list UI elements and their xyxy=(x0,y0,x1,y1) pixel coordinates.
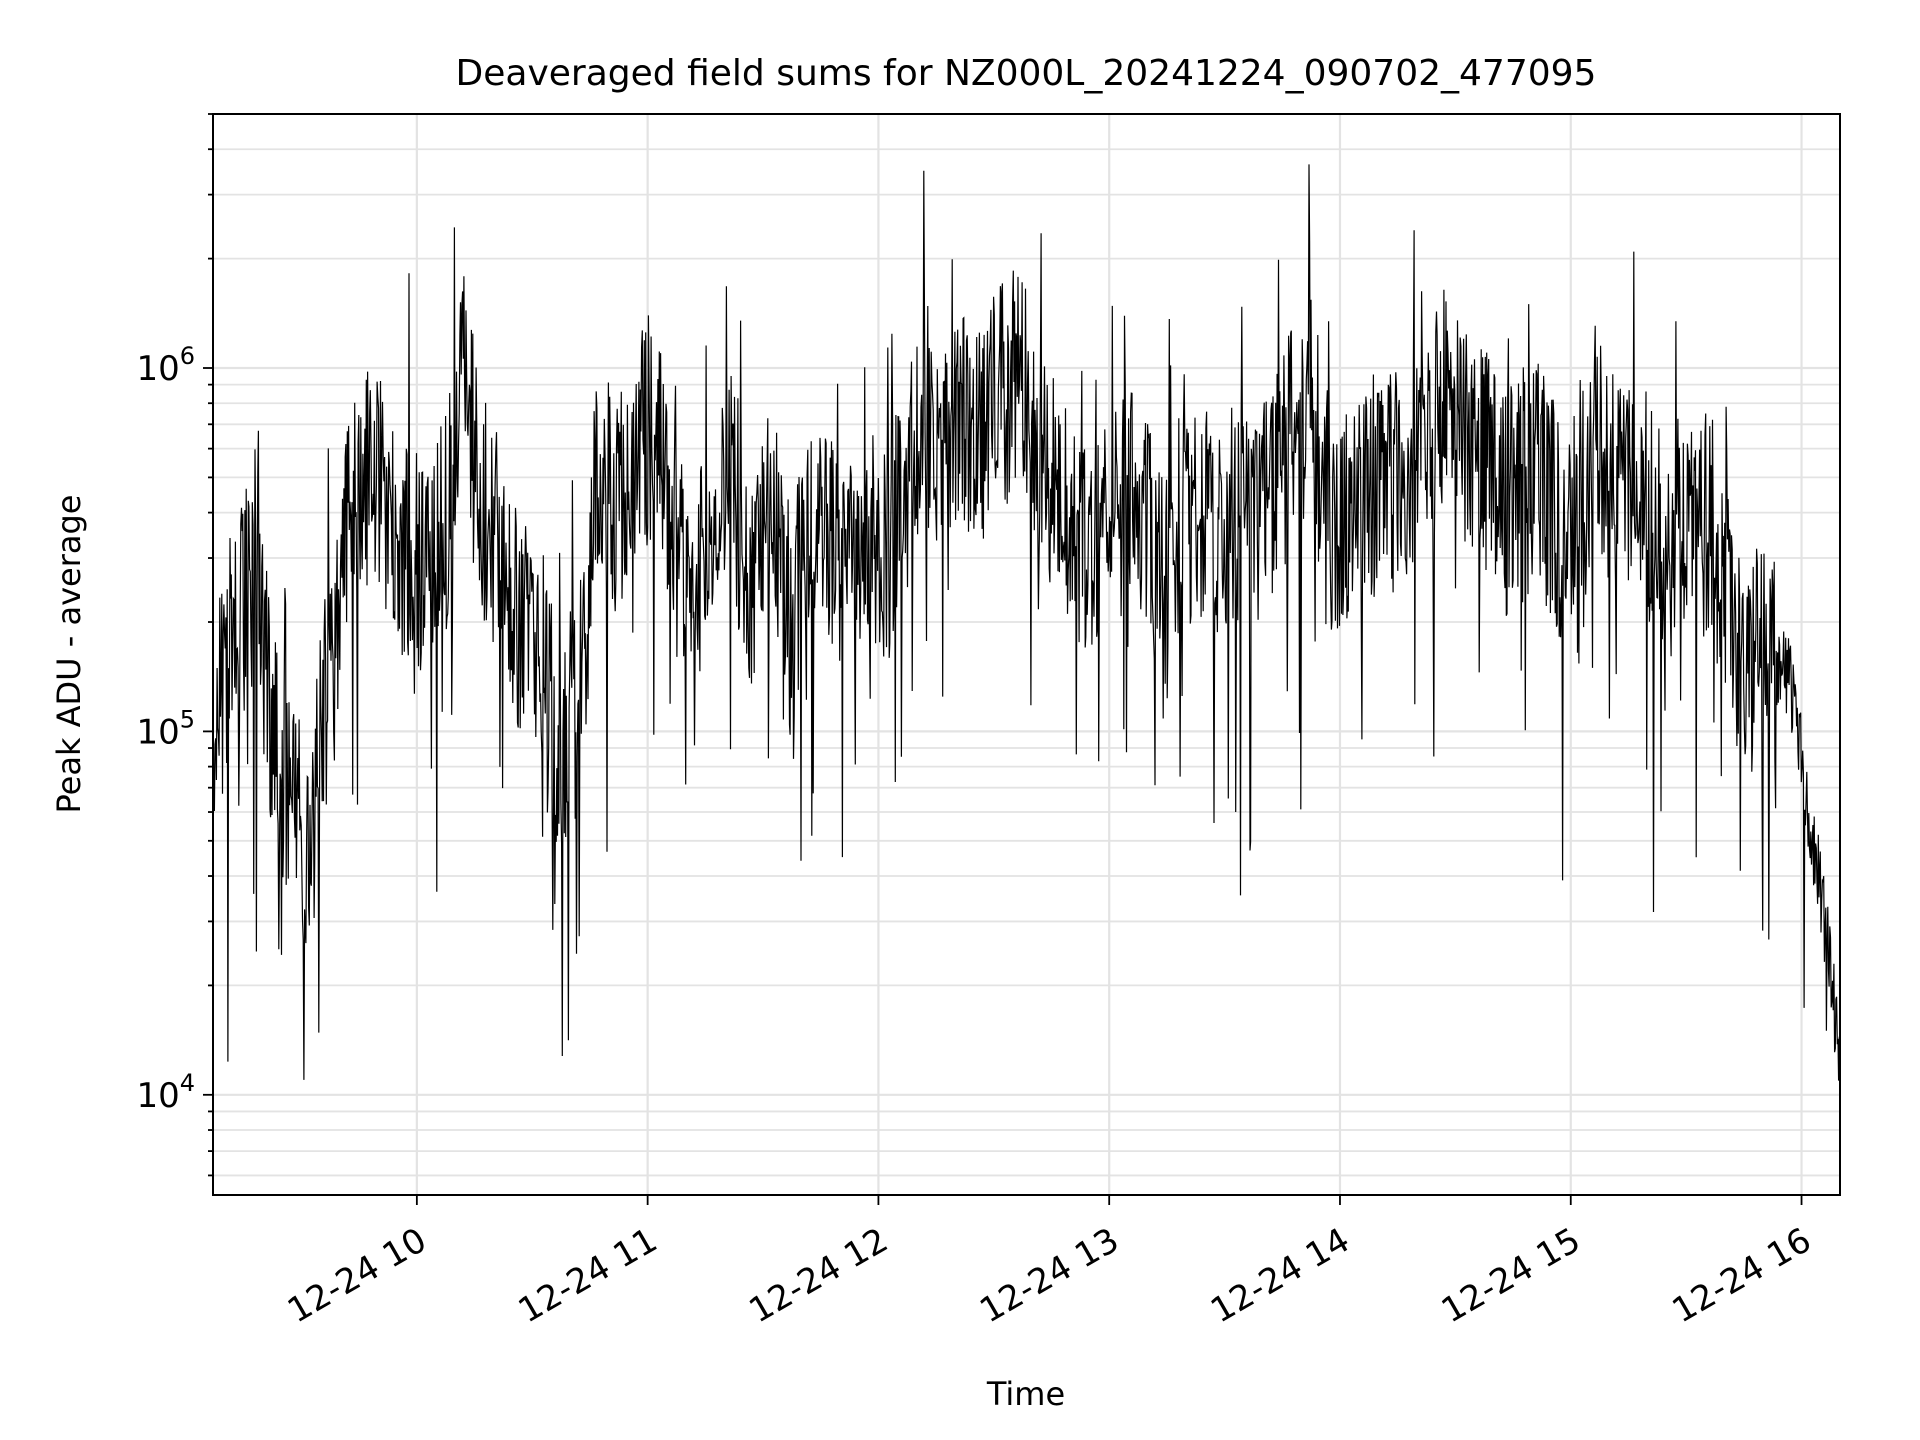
y-tick-label-exponent: 4 xyxy=(180,1069,195,1097)
y-tick-label-base: 10 xyxy=(136,1076,179,1116)
plot-frame xyxy=(212,113,1841,1196)
y-tick-label-exponent: 5 xyxy=(180,705,195,733)
y-tick-label-base: 10 xyxy=(136,349,179,389)
y-tick-label-exponent: 6 xyxy=(180,342,195,370)
y-tick-label-base: 10 xyxy=(136,712,179,752)
series-line-path xyxy=(212,164,1841,1104)
y-tick-label: 105 xyxy=(136,705,195,752)
chart-title: Deaveraged field sums for NZ000L_2024122… xyxy=(456,53,1597,94)
y-tick-label: 104 xyxy=(136,1069,195,1116)
x-axis-label: Time xyxy=(986,1375,1065,1413)
y-axis-label: Peak ADU - average xyxy=(50,495,88,814)
series-line xyxy=(212,164,1841,1104)
y-tick-label: 106 xyxy=(136,342,195,389)
